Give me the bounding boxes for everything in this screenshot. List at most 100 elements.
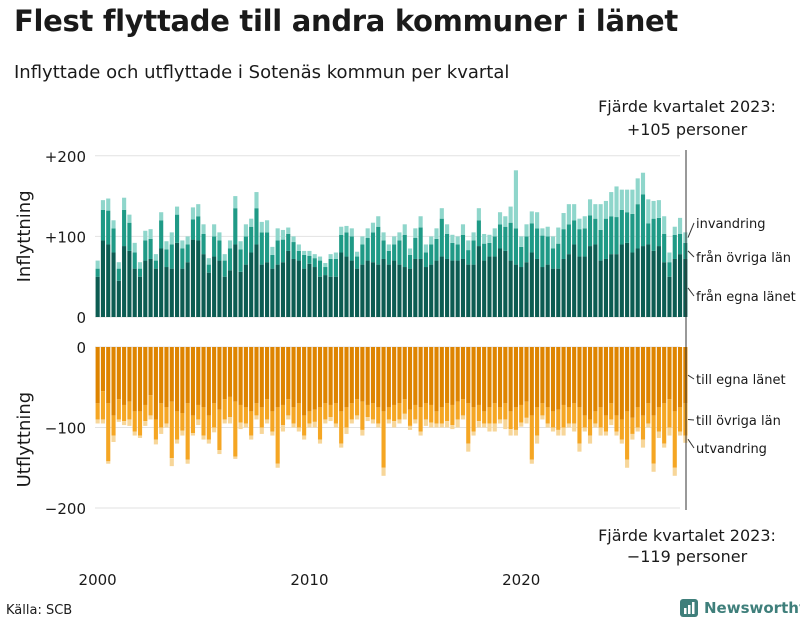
- outflow-bar-1: [296, 347, 301, 404]
- outflow-bar-2: [381, 411, 386, 468]
- inflow-bar-1: [100, 240, 106, 317]
- outflow-bar-1: [540, 347, 545, 404]
- outflow-bar-2: [439, 407, 444, 424]
- inflow-bar-1: [614, 254, 619, 317]
- outflow-bar-2: [651, 415, 656, 464]
- inflow-bar-3: [275, 228, 280, 241]
- inflow-bar-2: [254, 208, 259, 245]
- outflow-bar-1: [392, 347, 397, 405]
- outflow-bar-2: [662, 403, 667, 444]
- inflow-bar-2: [450, 242, 455, 261]
- outflow-bar-1: [413, 347, 418, 405]
- outflow-bar-1: [201, 347, 206, 408]
- inflow-bar-3: [143, 230, 148, 241]
- inflow-bar-3: [291, 236, 296, 243]
- outflow-bar-2: [397, 403, 402, 420]
- outflow-bar-1: [646, 347, 651, 404]
- inflow-bar-3: [381, 232, 386, 241]
- x-tick-label: 2000: [79, 571, 117, 589]
- inflow-bar-1: [667, 276, 672, 317]
- outflow-bar-3: [100, 419, 106, 424]
- outflow-bar-1: [529, 347, 534, 416]
- inflow-bar-2: [217, 240, 222, 261]
- outflow-bar-3: [460, 415, 466, 420]
- inflow-bar-3: [460, 224, 466, 235]
- inflow-bar-1: [164, 267, 169, 317]
- inflow-bar-1: [386, 264, 391, 317]
- inflow-bar-2: [651, 218, 656, 251]
- inflow-legend-leader: [687, 222, 695, 238]
- outflow-bar-2: [471, 407, 476, 432]
- outflow-bar-1: [407, 347, 413, 410]
- inflow-bar-2: [296, 250, 301, 261]
- inflow-bar-3: [302, 250, 307, 255]
- outflow-bar-3: [259, 427, 264, 434]
- outflow-bar-1: [561, 347, 566, 405]
- outflow-bar-2: [402, 399, 407, 414]
- inflow-bar-3: [556, 227, 561, 244]
- outflow-bar-1: [259, 347, 264, 408]
- outflow-bar-3: [582, 427, 587, 432]
- outflow-bar-2: [100, 391, 106, 420]
- inflow-bar-2: [572, 220, 577, 245]
- inflow-bar-1: [556, 268, 561, 317]
- outflow-legend-label: till egna länet: [696, 373, 786, 388]
- inflow-bar-2: [376, 226, 381, 265]
- outflow-bar-2: [445, 403, 450, 422]
- outflow-legend-label: utvandring: [696, 442, 767, 457]
- inflow-bar-1: [683, 258, 688, 317]
- outflow-bar-1: [625, 347, 630, 412]
- inflow-bar-1: [487, 256, 492, 317]
- outflow-bar-2: [201, 407, 206, 436]
- inflow-bar-1: [503, 250, 508, 317]
- inflow-bar-3: [175, 206, 180, 215]
- outflow-bar-2: [254, 403, 259, 416]
- outflow-bar-2: [683, 403, 688, 436]
- inflow-bar-2: [392, 244, 397, 261]
- inflow-bar-1: [127, 250, 132, 317]
- inflow-bar-1: [349, 260, 354, 317]
- inflow-bar-1: [603, 258, 608, 317]
- inflow-bar-3: [677, 217, 683, 234]
- inflow-bar-3: [164, 241, 169, 250]
- inflow-bar-2: [577, 229, 582, 257]
- outflow-bar-1: [455, 347, 460, 402]
- inflow-bar-3: [593, 204, 598, 219]
- inflow-legend-label: invandring: [696, 217, 765, 232]
- inflow-ytick-label: 0: [76, 309, 86, 327]
- outflow-bar-2: [476, 404, 481, 422]
- outflow-bar-2: [137, 411, 143, 436]
- inflow-bar-2: [630, 213, 635, 253]
- inflow-bar-1: [635, 248, 640, 317]
- inflow-bar-3: [169, 232, 174, 245]
- outflow-bar-3: [497, 419, 503, 424]
- inflow-bar-2: [423, 252, 428, 268]
- outflow-bar-2: [222, 399, 227, 420]
- outflow-bar-3: [503, 419, 508, 430]
- outflow-bar-3: [434, 423, 439, 428]
- inflow-bar-1: [513, 264, 518, 317]
- inflow-bar-1: [492, 256, 497, 317]
- outflow-bar-2: [143, 404, 148, 422]
- outflow-bar-3: [609, 419, 614, 426]
- outflow-bar-2: [238, 404, 243, 423]
- inflow-bar-1: [598, 260, 603, 317]
- inflow-bar-3: [286, 227, 291, 234]
- inflow-bar-2: [609, 216, 614, 255]
- inflow-bar-3: [497, 212, 503, 225]
- outflow-bar-2: [540, 403, 545, 416]
- outflow-bar-3: [265, 419, 270, 424]
- inflow-bar-2: [508, 222, 513, 261]
- outflow-bar-1: [460, 347, 466, 400]
- inflow-bar-3: [476, 208, 481, 221]
- outflow-bar-1: [254, 347, 259, 404]
- inflow-bar-1: [122, 246, 127, 317]
- outflow-ytick-label: 0: [76, 339, 86, 357]
- outflow-bar-2: [280, 404, 286, 426]
- outflow-bar-3: [376, 423, 381, 428]
- outflow-bar-2: [95, 403, 100, 420]
- outflow-bar-1: [243, 347, 248, 408]
- inflow-bar-1: [402, 267, 407, 317]
- inflow-bar-1: [185, 262, 190, 317]
- inflow-bar-2: [100, 209, 106, 241]
